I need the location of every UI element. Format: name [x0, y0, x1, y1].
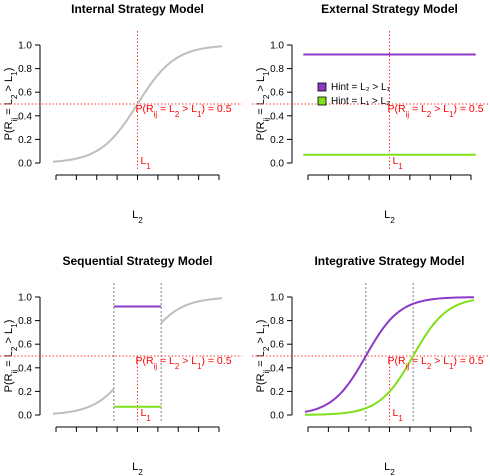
- y-tick-label: 0.0: [270, 411, 284, 422]
- y-tick-label: 1.0: [18, 41, 32, 52]
- y-tick-label: 0.0: [18, 411, 32, 422]
- probability-annotation: P(Rij = L2 > L1) = 0.5: [388, 355, 484, 371]
- y-tick-label: 0.2: [270, 387, 284, 398]
- y-tick-label: 0.4: [270, 363, 284, 374]
- y-tick-label: 0.6: [18, 340, 32, 351]
- x-axis-label: L2: [132, 209, 143, 225]
- legend-swatch-green: [317, 96, 327, 106]
- panel-2: External Strategy Model 0.0 0.2 0.4 0.6 0.8 1.…: [252, 2, 490, 225]
- x-axis-label: L2: [384, 461, 395, 476]
- series-line-grey: [52, 45, 223, 163]
- series-line-purple: [304, 296, 475, 413]
- series-line-grey: [52, 388, 115, 415]
- l1-label: L1: [141, 155, 151, 171]
- y-tick-label: 0.2: [18, 387, 32, 398]
- chart-title: Sequential Strategy Model: [62, 254, 212, 268]
- panel-3: Sequential Strategy Model 0.0 0.2 0.4 0.6 0.8…: [0, 254, 242, 476]
- y-axis-label: P(Rij = L2 > L1): [255, 320, 271, 393]
- series-line-grey: [160, 297, 223, 324]
- y-tick-label: 0.2: [18, 135, 32, 146]
- y-tick-label: 0.8: [270, 64, 284, 75]
- y-tick-label: 0.8: [270, 316, 284, 327]
- legend-label: Hint = L₂ > L₁: [331, 82, 391, 93]
- x-axis-label: L2: [132, 461, 143, 476]
- y-tick-label: 1.0: [270, 293, 284, 304]
- y-tick-label: 0.4: [18, 363, 32, 374]
- l1-label: L1: [393, 407, 403, 423]
- legend-label: Hint = L₁ > L₂: [331, 96, 390, 107]
- y-tick-label: 0.6: [270, 88, 284, 99]
- series-line-green: [304, 299, 475, 416]
- legend-swatch-purple: [317, 82, 327, 92]
- l1-label: L1: [393, 155, 403, 171]
- probability-annotation: P(Rij = L2 > L1) = 0.5: [136, 355, 232, 371]
- y-axis-label: P(Rij = L2 > L1): [255, 68, 271, 141]
- y-tick-label: 1.0: [270, 41, 284, 52]
- y-tick-label: 0.8: [18, 316, 32, 327]
- x-axis-label: L2: [384, 209, 395, 225]
- y-tick-label: 0.0: [18, 159, 32, 170]
- y-axis-label: P(Rij = L2 > L1): [3, 320, 19, 393]
- chart-title: Internal Strategy Model: [71, 2, 204, 16]
- y-tick-label: 0.6: [270, 340, 284, 351]
- y-tick-label: 0.2: [270, 135, 284, 146]
- y-tick-label: 0.8: [18, 64, 32, 75]
- y-tick-label: 0.4: [18, 111, 32, 122]
- y-tick-label: 0.0: [270, 159, 284, 170]
- probability-annotation: P(Rij = L2 > L1) = 0.5: [388, 103, 484, 119]
- y-tick-label: 0.6: [18, 88, 32, 99]
- l1-label: L1: [141, 407, 151, 423]
- y-tick-label: 0.4: [270, 111, 284, 122]
- panel-4: Integrative Strategy Model 0.0 0.2 0.4 0.6 0.…: [252, 254, 490, 476]
- chart-title: Integrative Strategy Model: [314, 254, 464, 268]
- panel-1: Internal Strategy Model 0.0 0.2 0.4 0.6 0.8 1.…: [0, 2, 242, 225]
- probability-annotation: P(Rij = L2 > L1) = 0.5: [136, 103, 232, 119]
- y-tick-label: 1.0: [18, 293, 32, 304]
- y-axis-label: P(Rij = L2 > L1): [3, 68, 19, 141]
- chart-title: External Strategy Model: [321, 2, 458, 16]
